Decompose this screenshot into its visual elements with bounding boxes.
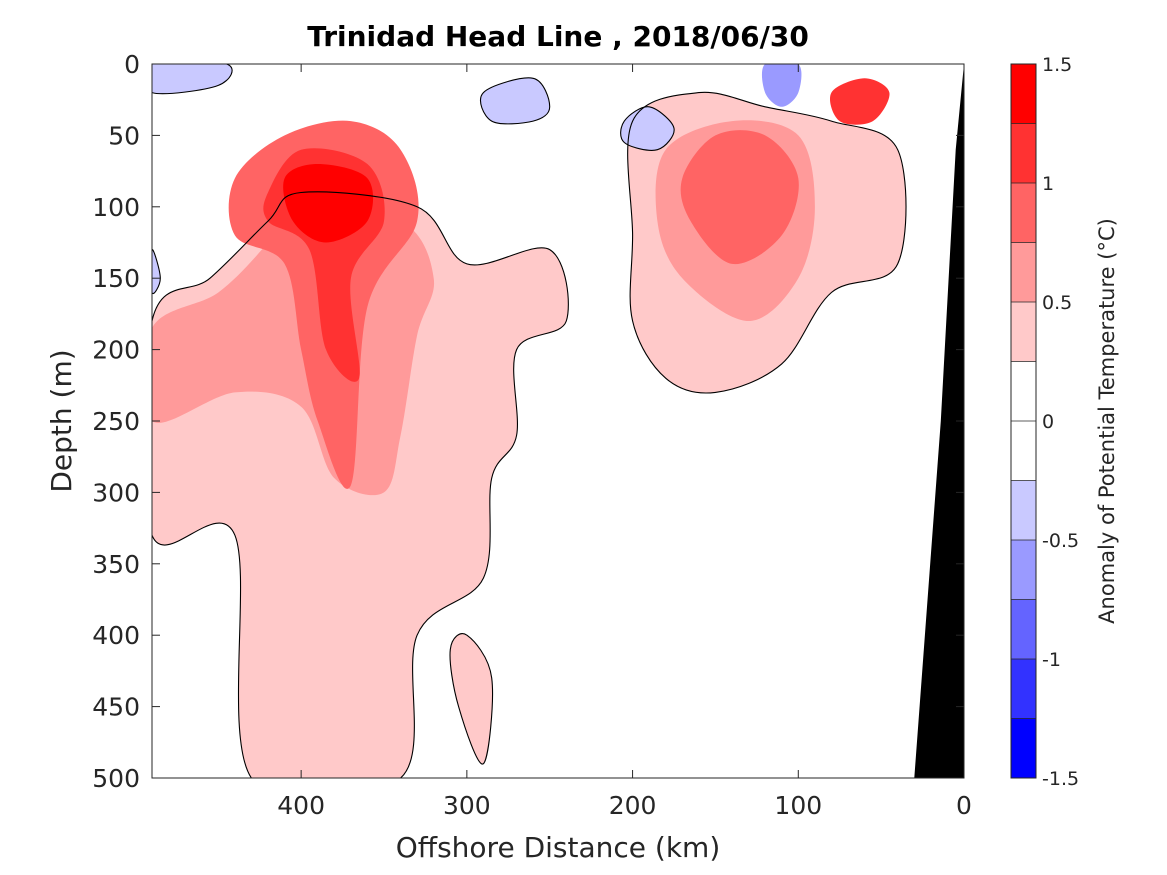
colorbar-label: Anomaly of Potential Temperature (°C) [1095,218,1119,624]
x-tick-label: 0 [956,791,972,820]
colorbar-swatch [1011,540,1036,600]
cool-anomaly-region [152,249,161,294]
y-tick-label: 200 [92,336,140,365]
colorbar-tick-label: -1.5 [1042,768,1079,790]
x-axis-ticks: 400 300 200 100 0 [277,64,972,820]
warm-anomaly-region [680,130,799,265]
colorbar-swatch [1011,242,1036,302]
x-tick-label: 200 [609,791,657,820]
x-tick-label: 300 [443,791,491,820]
y-tick-label: 50 [108,121,140,150]
y-tick-label: 250 [92,407,140,436]
colorbar-swatch [1011,718,1036,778]
zero-contour-line [620,106,675,151]
y-tick-label: 450 [92,693,140,722]
contour-fills [152,64,907,778]
colorbar-swatches [1011,64,1036,778]
x-tick-label: 400 [277,791,325,820]
cool-anomaly-region [152,64,233,94]
colorbar-swatch [1011,480,1036,540]
colorbar-tick-label: 0 [1042,411,1054,433]
cool-anomaly-region [761,64,802,107]
bathymetry-mask [914,64,964,778]
colorbar-ticks: 1.5 1 0.5 0 -0.5 -1 -1.5 [1042,54,1079,790]
colorbar-tick-label: 1.5 [1042,54,1072,76]
y-tick-label: 0 [124,50,140,79]
colorbar-swatch [1011,64,1036,124]
y-tick-label: 150 [92,264,140,293]
y-tick-label: 300 [92,478,140,507]
zero-contour-line [480,77,551,125]
y-axis-ticks: 0 50 100 150 200 250 300 350 400 450 500 [92,50,964,793]
colorbar-swatch [1011,361,1036,421]
y-axis-label: Depth (m) [45,349,78,492]
colorbar-tick-label: -0.5 [1042,530,1079,552]
zero-contour-line [627,91,907,394]
plot-area [151,63,965,779]
colorbar-tick-label: 0.5 [1042,292,1072,314]
zero-contour-line [152,249,161,295]
colorbar-swatch [1011,421,1036,481]
colorbar-frame [1010,63,1037,779]
warm-anomaly-region [450,633,493,765]
colorbar-swatch [1011,599,1036,659]
zero-contour-line [449,633,493,765]
cool-anomaly-region [480,77,550,124]
colorbar-swatch [1011,302,1036,362]
y-tick-label: 500 [92,764,140,793]
colorbar-tick-label: 1 [1042,173,1054,195]
y-tick-label: 100 [92,193,140,222]
x-axis-label: Offshore Distance (km) [396,831,721,864]
y-tick-label: 400 [92,621,140,650]
zero-contour-line [152,64,233,95]
x-tick-label: 100 [774,791,822,820]
colorbar-tick-label: -1 [1042,649,1061,671]
warm-anomaly-region [829,78,890,125]
zero-contour-line [152,191,569,778]
zero-contour-lines [152,64,907,778]
colorbar-swatch [1011,183,1036,243]
colorbar: 1.5 1 0.5 0 -0.5 -1 -1.5 Anomaly of Potential … [1010,54,1119,790]
colorbar-swatch [1011,659,1036,719]
warm-anomaly-region [283,164,374,243]
chart-title: Trinidad Head Line , 2018/06/30 [307,20,809,53]
y-tick-label: 350 [92,550,140,579]
colorbar-swatch [1011,123,1036,183]
